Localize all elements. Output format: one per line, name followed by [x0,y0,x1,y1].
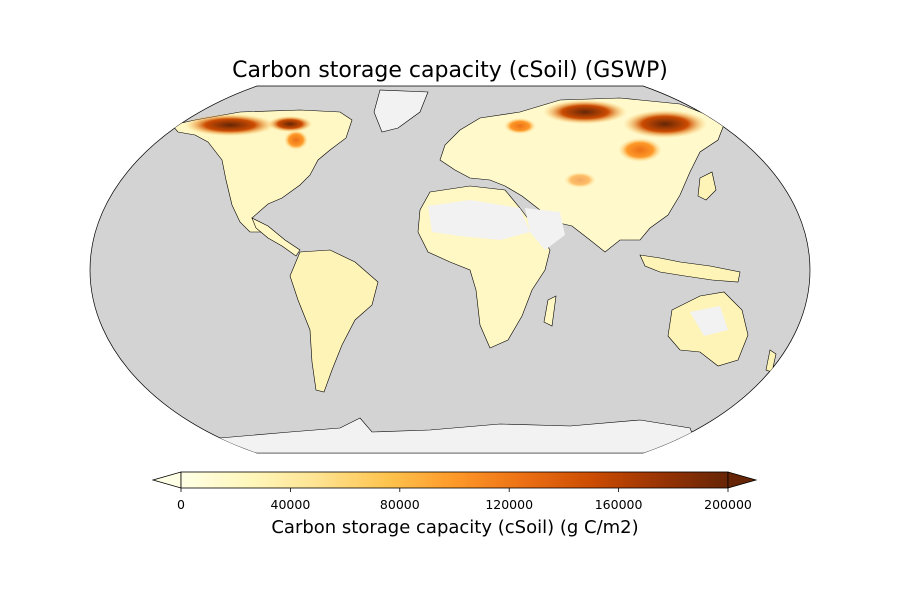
indonesia-landmass [639,254,741,283]
colorbar-tick-label: 80000 [379,497,420,512]
sahara-nodata [428,200,530,240]
central-america-landmass [251,217,301,257]
colorbar [151,471,758,492]
greenland-landmass [373,89,429,133]
hotspot-central-siberia [618,138,662,162]
colorbar-tick-label: 0 [177,497,185,512]
hotspot-tibet [564,172,596,188]
colorbar-gradient [180,471,729,489]
colorbar-tick-label: 120000 [485,497,534,512]
south-america-landmass [289,249,379,393]
hotspot-northern-canada [268,116,312,132]
hotspot-alaska-canada [185,114,275,136]
hotspot-scandinavia [504,118,536,134]
colorbar-tick-marks [180,488,729,492]
colorbar-tick-label: 200000 [704,497,752,512]
hotspot-east-siberia [623,110,707,138]
hotspot-hudson-bay [284,130,308,150]
antarctica-landmass [199,417,701,453]
map-title: Carbon storage capacity (cSoil) (GSWP) [232,58,668,83]
colorbar-extend-high [727,471,758,489]
madagascar-landmass [543,295,557,327]
colorbar-extend-low [151,471,182,489]
colorbar-tick-label: 160000 [594,497,643,512]
hotspot-west-siberia [543,100,627,124]
colorbar-label: Carbon storage capacity (cSoil) (g C/m2) [271,517,639,538]
colorbar-tick-label: 40000 [270,497,311,512]
arabia-nodata [525,208,565,250]
australia-nodata [690,306,728,336]
japan-landmass [697,171,717,201]
